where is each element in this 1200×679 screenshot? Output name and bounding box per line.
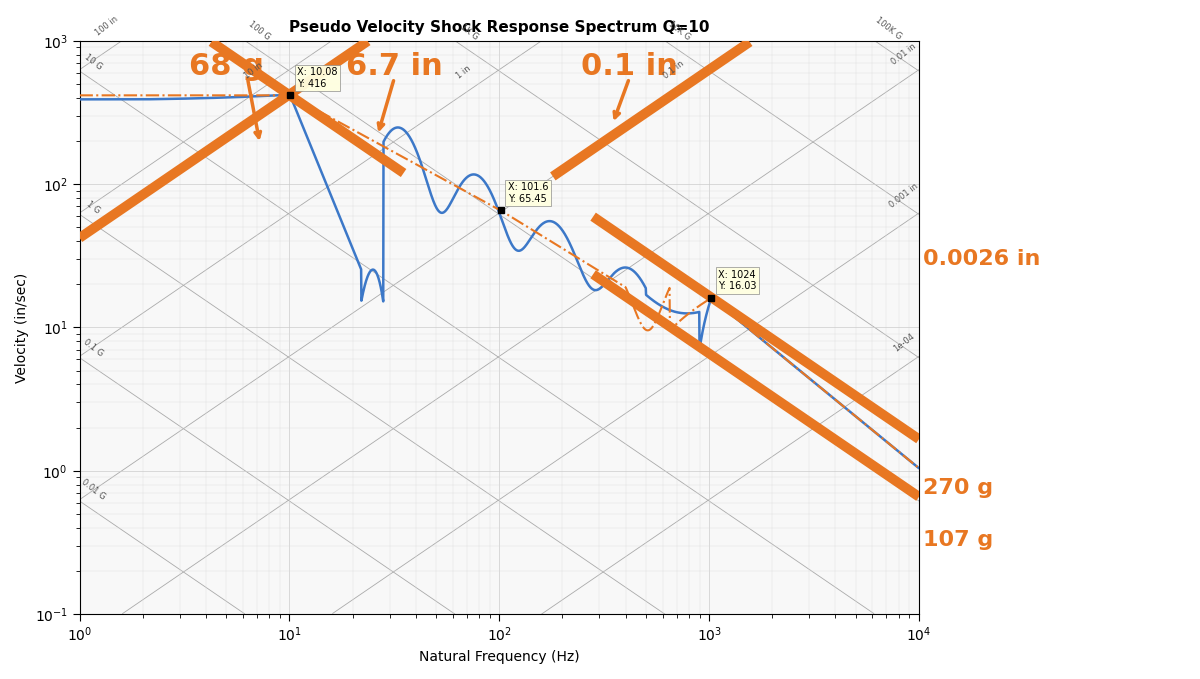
Text: 0.1 G: 0.1 G	[82, 337, 106, 359]
Title: Pseudo Velocity Shock Response Spectrum Q=10: Pseudo Velocity Shock Response Spectrum …	[289, 20, 709, 35]
Text: 270 g: 270 g	[923, 478, 994, 498]
Text: 0.1 in: 0.1 in	[661, 59, 685, 81]
Text: X: 10.08
Y: 416: X: 10.08 Y: 416	[298, 67, 337, 89]
Text: 1K G: 1K G	[458, 22, 480, 42]
Text: 0.0026 in: 0.0026 in	[923, 249, 1040, 269]
Text: 100 G: 100 G	[247, 19, 272, 41]
Text: 107 g: 107 g	[923, 530, 994, 549]
Text: 0.1 in: 0.1 in	[581, 52, 678, 81]
Text: 100K G: 100K G	[874, 16, 904, 41]
Text: X: 1024
Y: 16.03: X: 1024 Y: 16.03	[719, 270, 757, 291]
Text: 1e-04: 1e-04	[892, 331, 917, 353]
X-axis label: Natural Frequency (Hz): Natural Frequency (Hz)	[419, 650, 580, 664]
Text: 100 in: 100 in	[94, 15, 120, 38]
Text: 0.01 G: 0.01 G	[80, 477, 107, 502]
Text: 10 in: 10 in	[242, 61, 265, 81]
Text: X: 101.6
Y: 65.45: X: 101.6 Y: 65.45	[508, 182, 548, 204]
Text: 0.01 in: 0.01 in	[890, 42, 918, 67]
Text: 10K G: 10K G	[667, 20, 692, 42]
Text: 1 in: 1 in	[455, 64, 473, 81]
Y-axis label: Velocity (in/sec): Velocity (in/sec)	[14, 272, 29, 382]
Text: 68 g: 68 g	[190, 52, 264, 81]
Text: 1 G: 1 G	[85, 199, 102, 215]
Text: 10 G: 10 G	[83, 52, 104, 71]
Text: 0.001 in: 0.001 in	[888, 182, 920, 210]
Text: 6.7 in: 6.7 in	[346, 52, 443, 81]
